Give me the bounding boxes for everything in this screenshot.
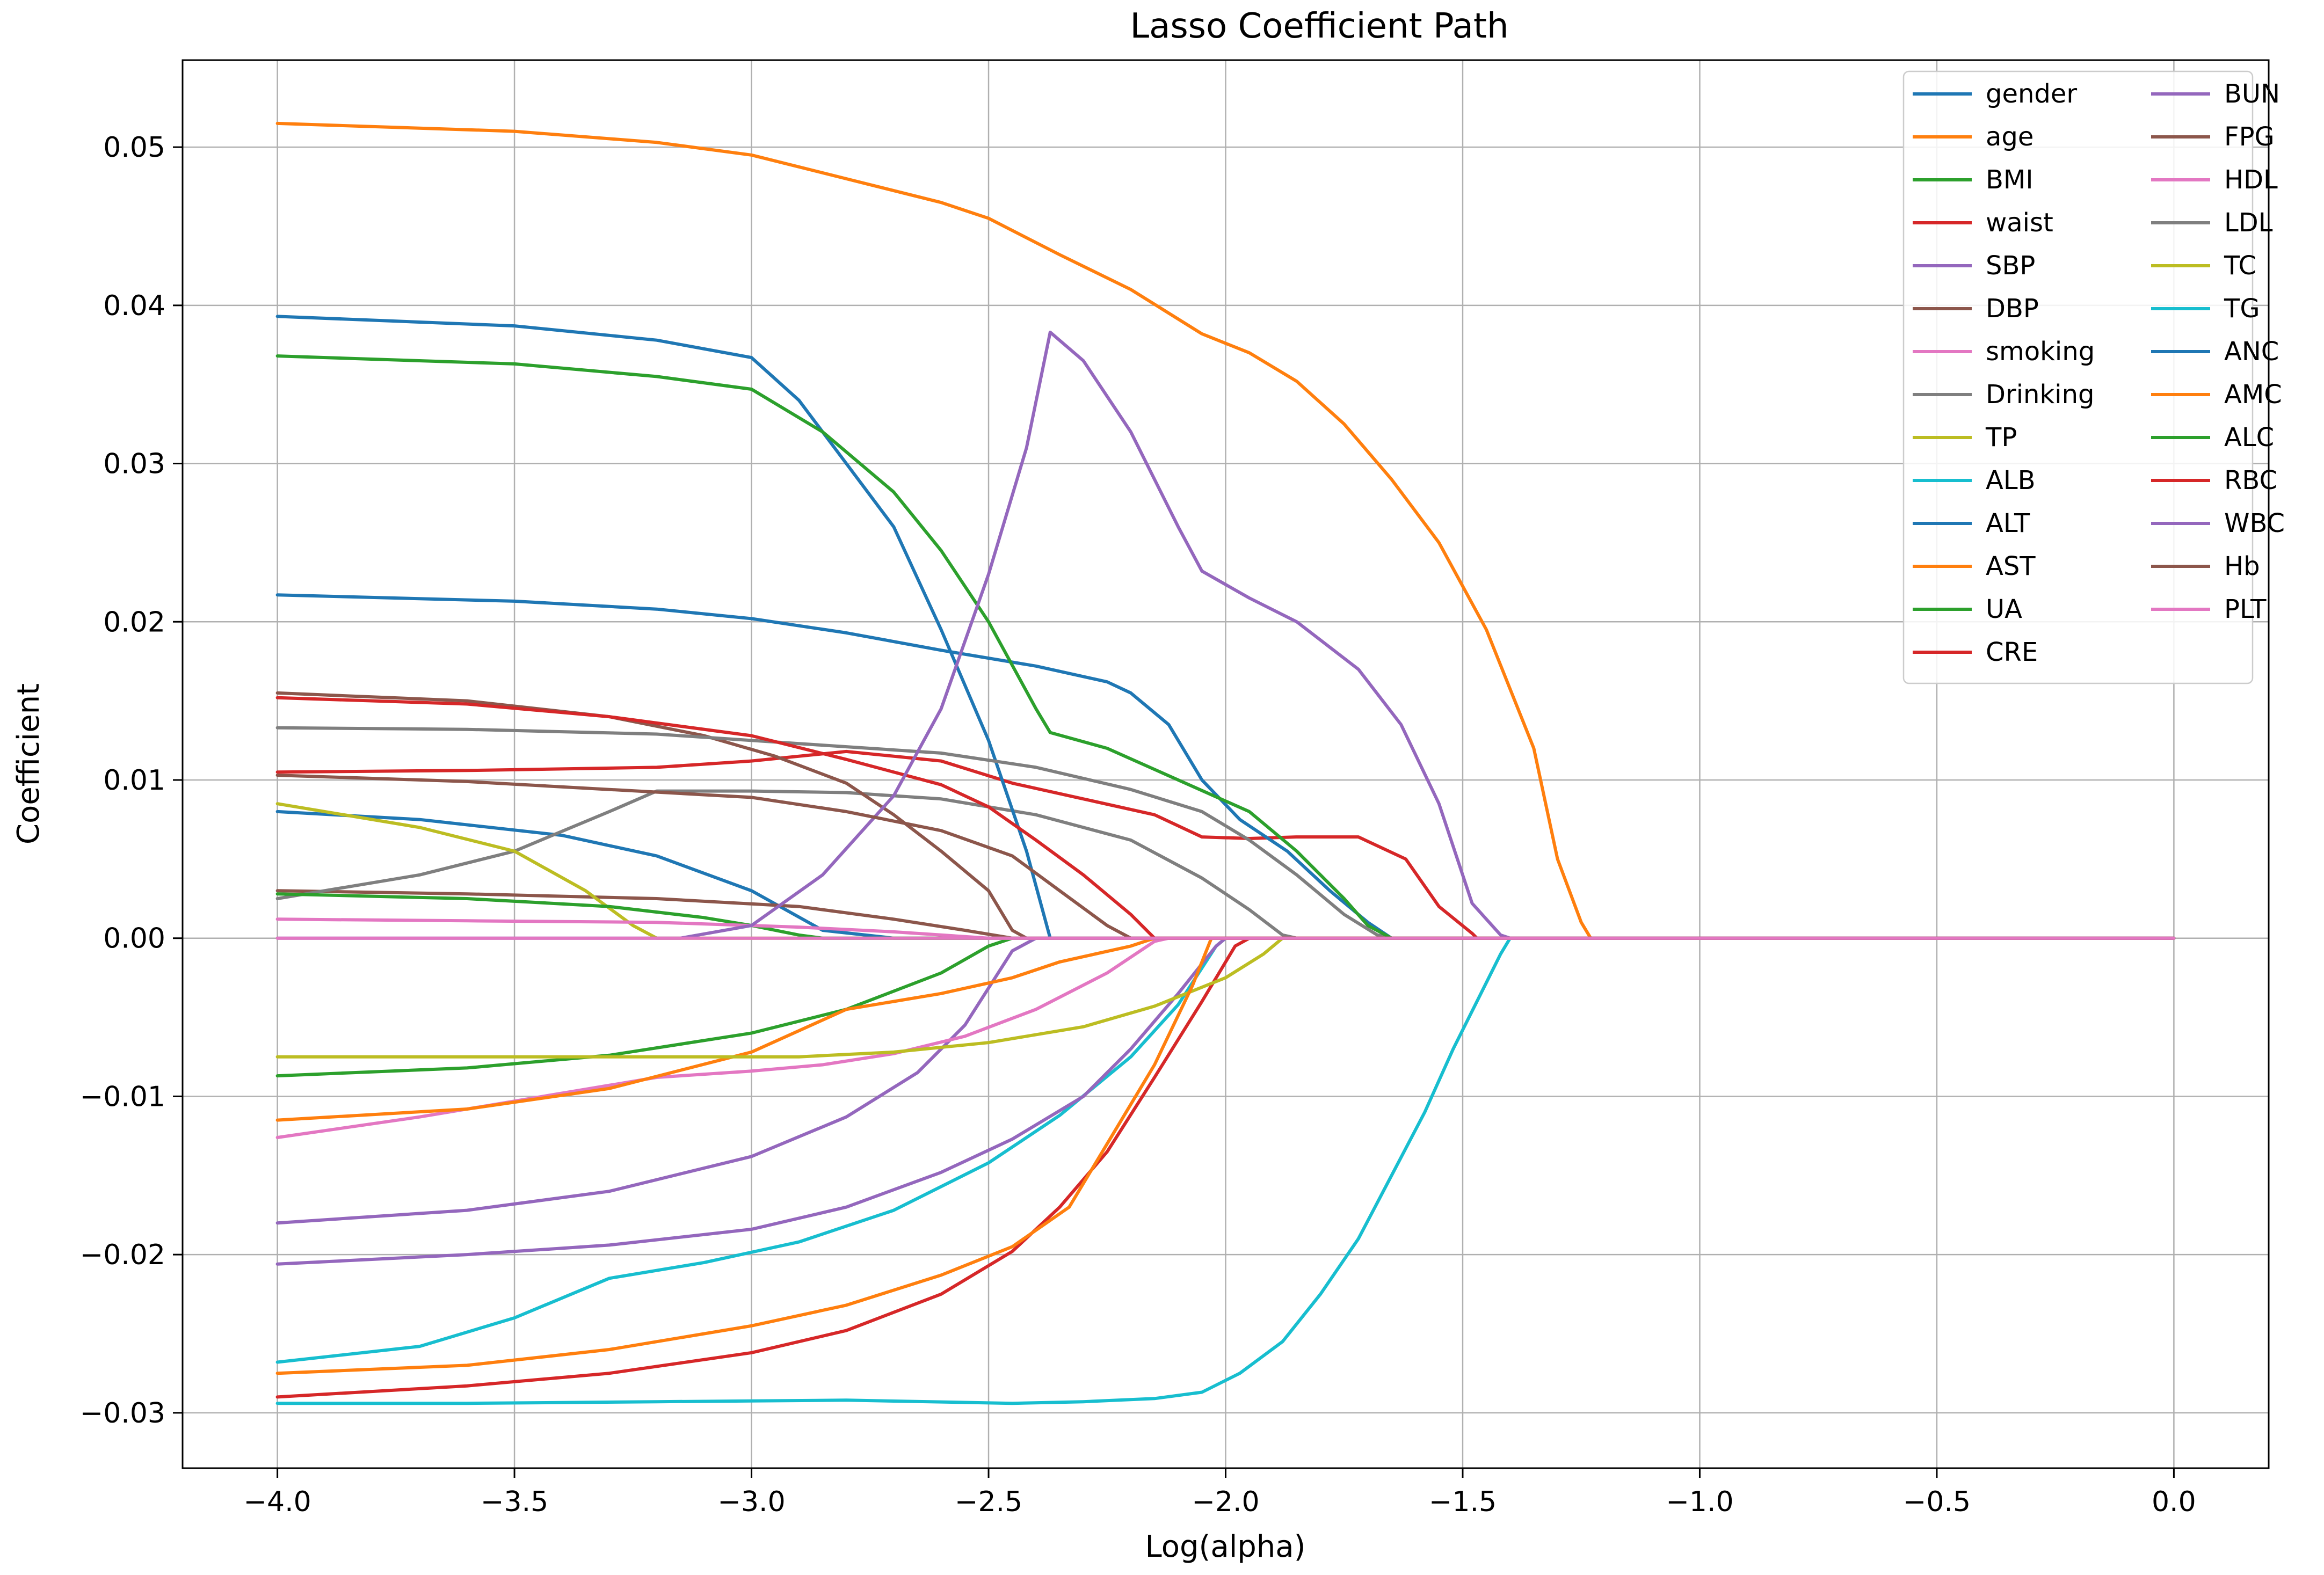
legend-label-plt: PLT [2224, 594, 2267, 624]
series-line-drinking [275, 789, 2176, 940]
series-line-rbc [275, 696, 2176, 940]
legend-label-bun: BUN [2224, 79, 2280, 109]
series-line-ldl [275, 726, 2176, 940]
legend-label-wbc: WBC [2224, 508, 2285, 538]
legend-label-smoking: smoking [1986, 337, 2095, 367]
x-axis-ticks: −4.0 −3.5 −3.0 −2.5 −2.0 −1.5 −1.0 −0.5 0.0 [243, 1468, 2196, 1518]
x-tick-label: −3.5 [481, 1486, 548, 1518]
y-axis-label: Coefficient [11, 683, 46, 844]
legend-box [1902, 70, 2254, 684]
y-tick-label: 0.04 [103, 290, 165, 322]
legend-label-ast: AST [1986, 551, 2036, 581]
series-line-age [275, 121, 2176, 940]
series-line-waist [275, 749, 2176, 940]
series-line-anc [275, 593, 2176, 940]
legend-label-rbc: RBC [2224, 465, 2277, 495]
x-tick-label: −0.5 [1903, 1486, 1971, 1518]
series-lines [275, 121, 2176, 1405]
legend: gender age BMI waist SBP DBP smoking Drinking TP… [1902, 70, 2285, 684]
y-tick-label: −0.03 [80, 1397, 165, 1430]
series-line-alc [275, 354, 2176, 940]
legend-label-alc: ALC [2224, 422, 2274, 453]
legend-label-bmi: BMI [1986, 165, 2034, 195]
x-tick-label: −2.5 [955, 1486, 1022, 1518]
legend-label-fpg: FPG [2224, 122, 2275, 152]
series-line-tc [275, 936, 2176, 1059]
series-line-ast [275, 936, 2176, 1122]
y-tick-label: 0.03 [103, 448, 165, 480]
x-tick-label: −3.0 [717, 1486, 785, 1518]
x-tick-label: −4.0 [243, 1486, 311, 1518]
x-tick-label: 0.0 [2152, 1486, 2196, 1518]
series-line-hb [275, 774, 2176, 940]
y-tick-label: 0.05 [103, 132, 165, 164]
series-line-wbc [275, 330, 2176, 940]
legend-label-anc: ANC [2224, 337, 2279, 367]
legend-label-dbp: DBP [1986, 294, 2039, 324]
x-tick-label: −2.0 [1192, 1486, 1259, 1518]
legend-label-gender: gender [1986, 79, 2077, 109]
series-line-amc [275, 936, 2176, 1375]
legend-label-waist: waist [1986, 208, 2053, 238]
legend-label-age: age [1986, 122, 2034, 152]
legend-label-alb: ALB [1986, 465, 2036, 495]
legend-label-tc: TC [2224, 251, 2256, 281]
y-tick-label: −0.02 [80, 1239, 165, 1271]
legend-label-ldl: LDL [2224, 208, 2273, 238]
chart-title: Lasso Coefficient Path [1130, 6, 1508, 46]
legend-label-tp: TP [1985, 422, 2017, 453]
x-tick-label: −1.0 [1666, 1486, 1733, 1518]
series-line-sbp [275, 936, 2176, 1225]
series-line-tg [275, 936, 2176, 1405]
x-axis-label: Log(alpha) [1145, 1529, 1306, 1564]
legend-label-sbp: SBP [1986, 251, 2035, 281]
legend-label-drinking: Drinking [1986, 380, 2094, 410]
x-tick-label: −1.5 [1429, 1486, 1497, 1518]
y-tick-label: −0.01 [80, 1081, 165, 1113]
series-line-alt [275, 315, 2176, 940]
legend-label-cre: CRE [1986, 637, 2038, 667]
legend-label-hb: Hb [2224, 551, 2260, 581]
legend-label-tg: TG [2224, 294, 2260, 324]
y-axis-ticks: −0.03 −0.02 −0.01 0.00 0.01 0.02 0.03 0.04 0.05 [80, 132, 183, 1430]
legend-label-alt: ALT [1986, 508, 2030, 538]
legend-label-hdl: HDL [2224, 165, 2278, 195]
y-tick-label: 0.01 [103, 764, 165, 797]
series-line-bun [275, 936, 2176, 1266]
y-tick-label: 0.02 [103, 606, 165, 638]
y-tick-label: 0.00 [103, 923, 165, 955]
legend-label-ua: UA [1986, 594, 2022, 624]
legend-label-amc: AMC [2224, 380, 2282, 410]
